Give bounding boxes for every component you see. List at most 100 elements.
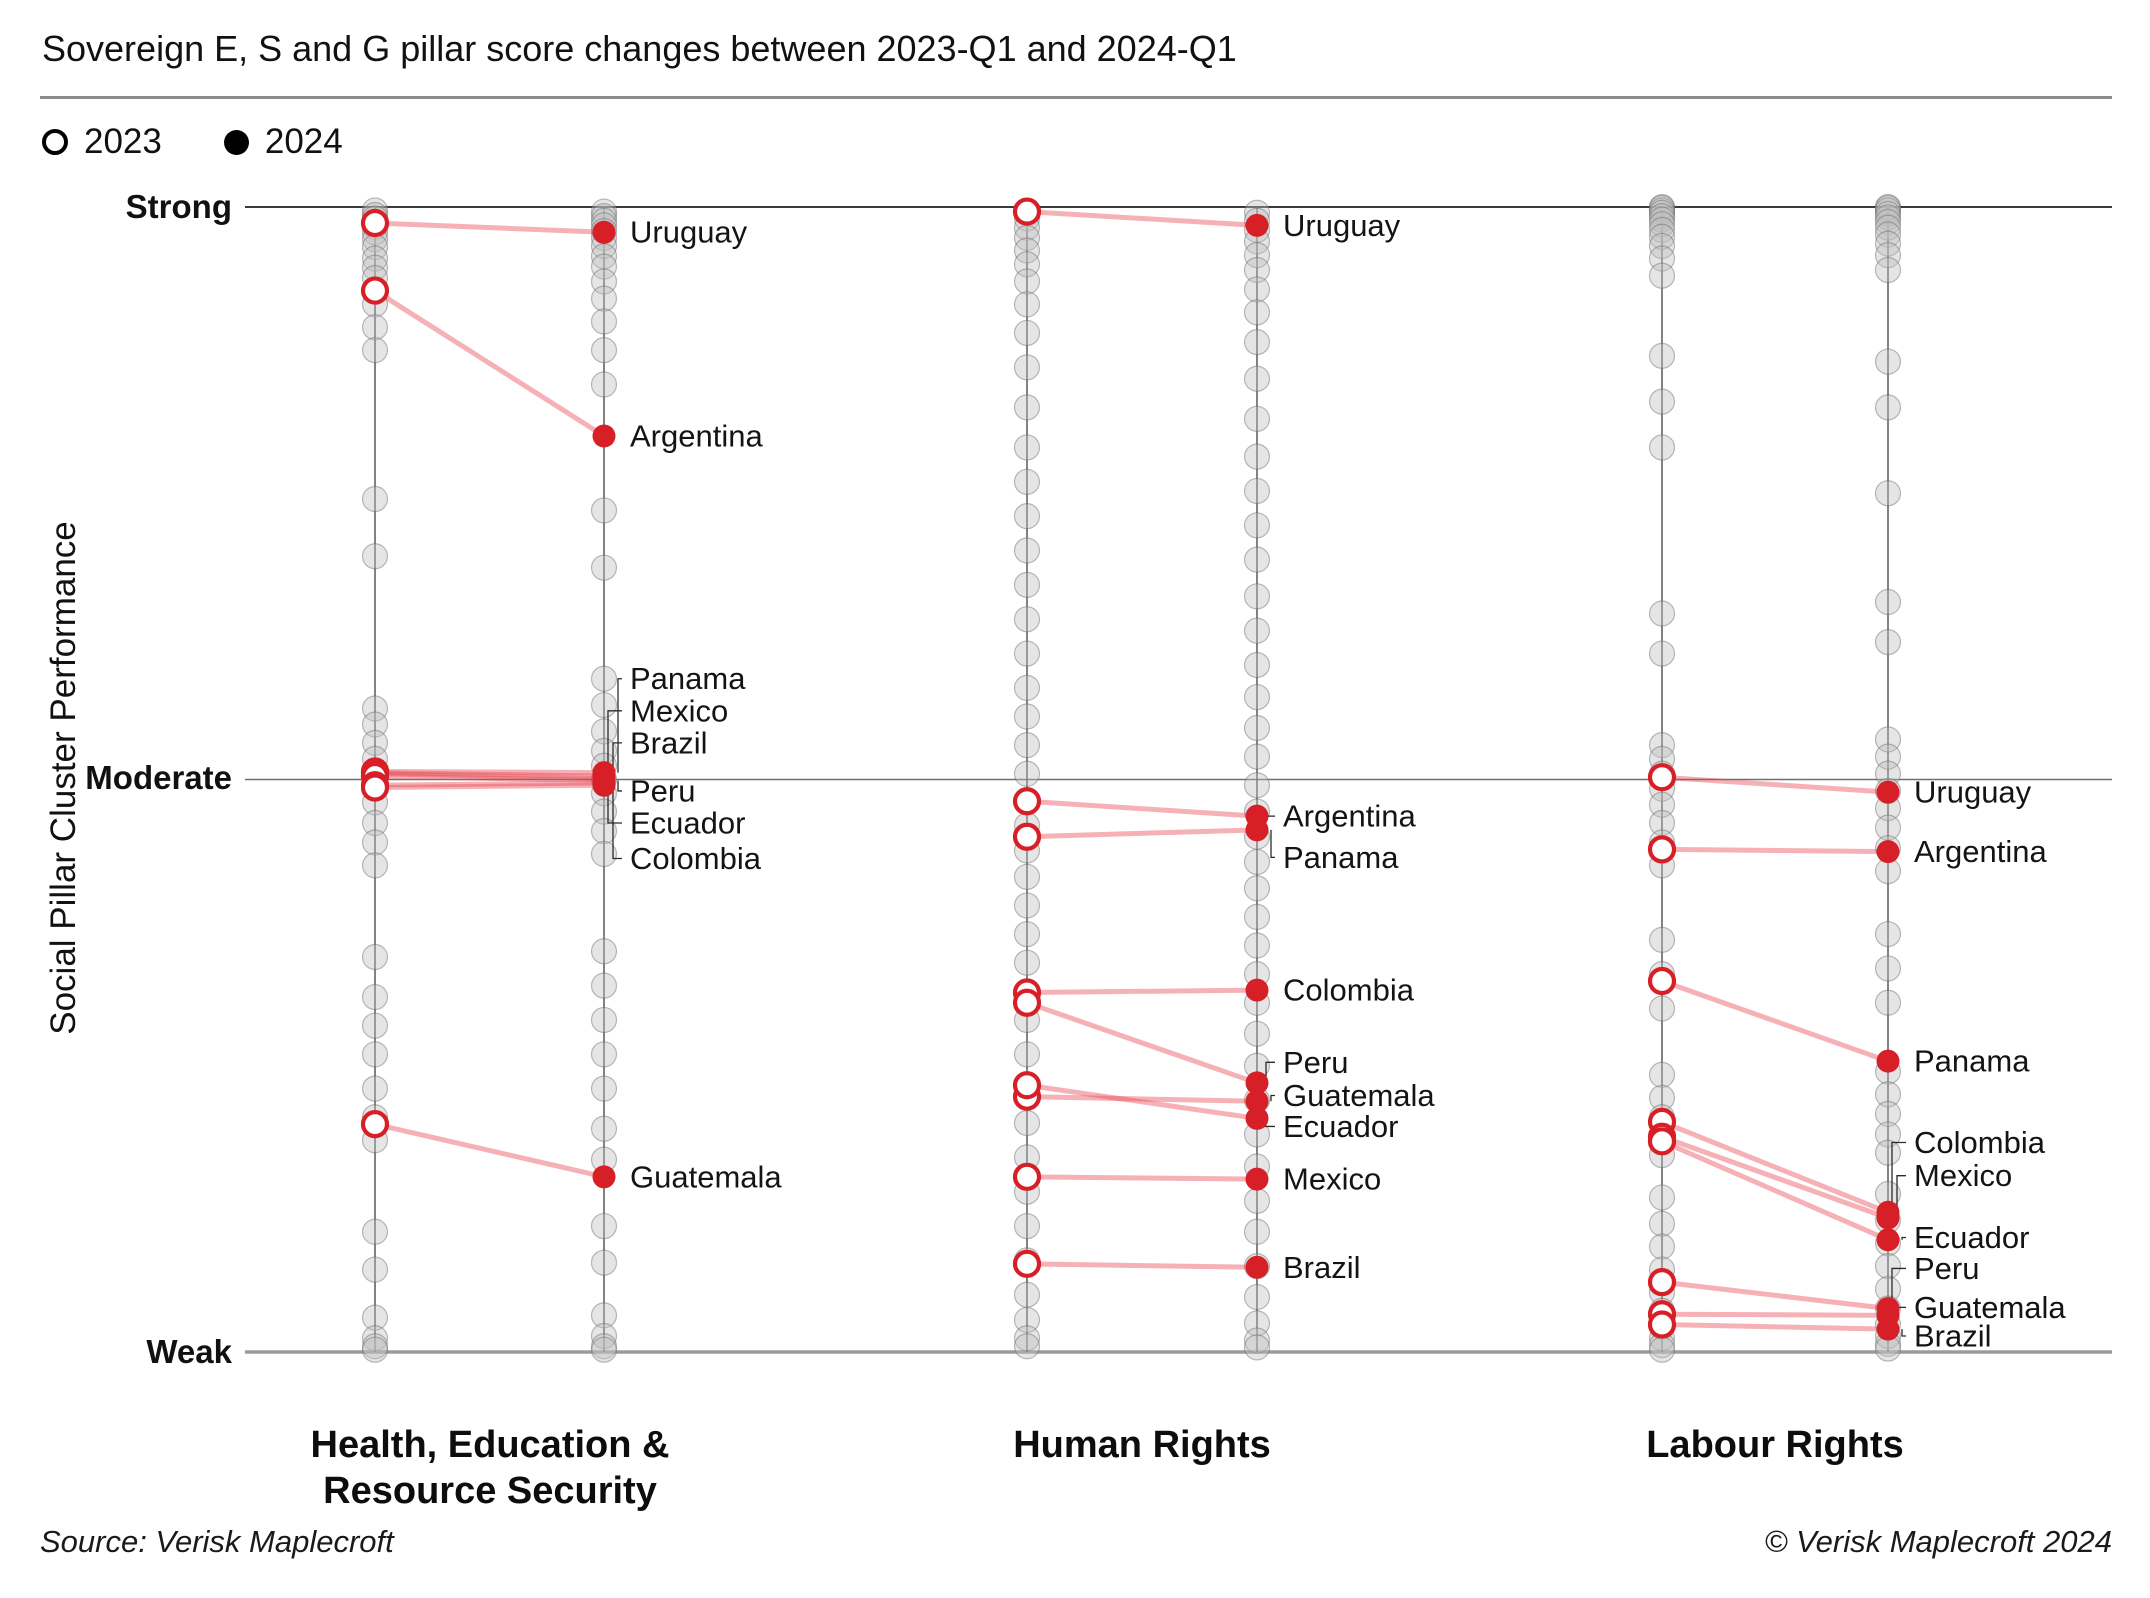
bg-dot bbox=[361, 695, 389, 722]
bg-dot bbox=[590, 817, 618, 845]
country-dot-2023 bbox=[1012, 988, 1042, 1017]
bg-dot bbox=[361, 1218, 389, 1245]
country-label: Peru bbox=[1914, 1251, 1979, 1286]
bg-dot bbox=[590, 285, 618, 312]
country-connector bbox=[374, 771, 605, 781]
country-connector bbox=[1026, 1082, 1258, 1121]
bg-dot bbox=[1874, 348, 1902, 375]
bg-dot bbox=[1013, 1109, 1041, 1137]
panel-title-labour-rights: Labour Rights bbox=[1515, 1422, 2035, 1468]
country-dot-2023 bbox=[360, 1110, 390, 1139]
bg-dot bbox=[1874, 1253, 1902, 1280]
bg-dot bbox=[1648, 206, 1676, 233]
leader-line bbox=[1270, 1094, 1275, 1102]
country-connector bbox=[1661, 1134, 1889, 1221]
bg-dot bbox=[361, 1012, 389, 1039]
country-dot-2023 bbox=[1012, 787, 1042, 816]
bg-dot bbox=[1243, 512, 1271, 539]
bg-dot bbox=[1648, 211, 1676, 238]
bg-dot bbox=[1648, 1061, 1676, 1089]
bg-dot bbox=[1243, 365, 1271, 392]
bg-dot bbox=[361, 543, 389, 570]
legend-2024-label: 2024 bbox=[264, 122, 343, 161]
country-connector bbox=[1661, 978, 1889, 1064]
panel-title-line: Health, Education & bbox=[310, 1424, 670, 1466]
bg-dot bbox=[1874, 221, 1902, 248]
bg-dot bbox=[361, 852, 389, 879]
bg-dot bbox=[590, 1075, 618, 1102]
bg-dot bbox=[1243, 329, 1271, 356]
bg-dot bbox=[1013, 863, 1041, 890]
bg-dot bbox=[1874, 241, 1902, 269]
bg-dot bbox=[361, 1075, 389, 1102]
bg-dot bbox=[1013, 354, 1041, 381]
country-dot-2024 bbox=[1245, 818, 1269, 842]
country-label: Argentina bbox=[1914, 834, 2047, 869]
bg-dot bbox=[1243, 875, 1271, 902]
panel-title-line: Human Rights bbox=[1013, 1424, 1271, 1466]
bg-dot bbox=[590, 337, 618, 364]
bg-dot bbox=[1243, 714, 1271, 742]
country-dot-2024 bbox=[592, 424, 616, 448]
bg-dot bbox=[361, 1325, 389, 1352]
legend: 2023 2024 bbox=[42, 122, 343, 162]
bg-dot bbox=[590, 268, 618, 295]
country-label: Ecuador bbox=[1283, 1109, 1398, 1144]
bg-dot bbox=[361, 314, 389, 341]
bg-dot bbox=[1648, 197, 1676, 224]
bg-dot bbox=[1013, 606, 1041, 633]
bg-dot bbox=[1648, 1184, 1676, 1211]
bg-dot bbox=[1013, 892, 1041, 919]
bg-dot bbox=[1648, 262, 1676, 289]
bg-dot bbox=[590, 1212, 618, 1240]
country-label: Brazil bbox=[1283, 1250, 1361, 1285]
bg-dot bbox=[1874, 195, 1902, 222]
bg-dot bbox=[361, 1336, 389, 1363]
leader-line bbox=[607, 710, 622, 777]
country-label: Guatemala bbox=[630, 1159, 782, 1194]
bg-dot bbox=[361, 809, 389, 837]
leader-line bbox=[1901, 1329, 1906, 1337]
bg-dot bbox=[590, 665, 618, 692]
country-dot-2023 bbox=[1012, 1162, 1042, 1191]
country-dot-2023 bbox=[1647, 835, 1677, 864]
bg-dot bbox=[1013, 468, 1041, 495]
bg-dot bbox=[1013, 949, 1041, 976]
country-connector bbox=[1026, 798, 1258, 819]
country-dot-2024 bbox=[1245, 1167, 1269, 1191]
leader-line bbox=[1891, 1267, 1906, 1309]
bg-dot bbox=[1013, 571, 1041, 598]
bg-dot bbox=[1243, 1310, 1271, 1337]
bg-dot bbox=[1648, 388, 1676, 415]
bg-dot bbox=[1243, 1334, 1271, 1361]
country-connector bbox=[374, 770, 605, 779]
bg-dot bbox=[361, 729, 389, 756]
bg-dot bbox=[361, 485, 389, 513]
bg-dot bbox=[1243, 1327, 1271, 1354]
bg-dot bbox=[1648, 434, 1676, 461]
bg-dot bbox=[1013, 1041, 1041, 1068]
country-label: Argentina bbox=[630, 419, 763, 454]
bg-dot bbox=[1874, 256, 1902, 284]
y-tick-weak: Weak bbox=[146, 1333, 232, 1370]
bg-dot bbox=[590, 253, 618, 280]
country-label: Uruguay bbox=[1283, 208, 1401, 243]
bg-dot bbox=[1243, 276, 1271, 303]
bg-dot bbox=[1648, 995, 1676, 1022]
country-label: Mexico bbox=[630, 693, 728, 728]
country-label: Uruguay bbox=[1914, 775, 2032, 810]
country-connector bbox=[1026, 987, 1258, 995]
bg-dot bbox=[1243, 583, 1271, 610]
bg-dot bbox=[590, 497, 618, 524]
leader-line bbox=[1891, 1141, 1906, 1213]
country-dot-2023 bbox=[360, 773, 390, 802]
bg-dot bbox=[1648, 600, 1676, 627]
source-note: Source: Verisk Maplecroft bbox=[40, 1524, 394, 1559]
leader-line bbox=[617, 678, 622, 773]
bg-dot bbox=[1243, 299, 1271, 326]
bg-dot bbox=[1013, 1212, 1041, 1240]
country-dot-2023 bbox=[1012, 1071, 1042, 1100]
bg-dot bbox=[1874, 588, 1902, 616]
bg-dot bbox=[1013, 237, 1041, 264]
bg-dot bbox=[1648, 195, 1676, 222]
